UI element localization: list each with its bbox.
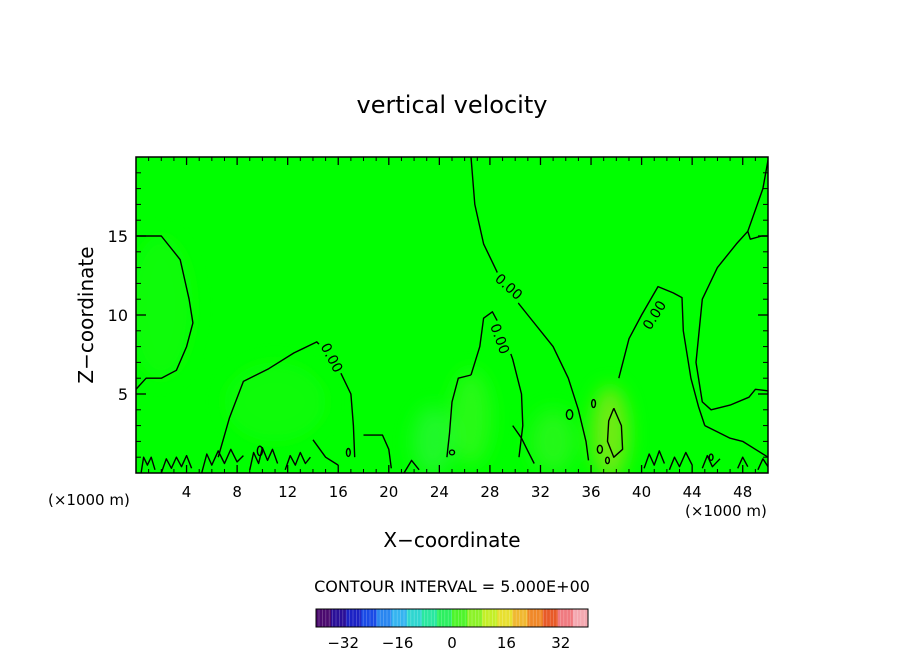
x-tick-label: 16	[329, 483, 348, 501]
colorbar-swatch	[421, 609, 438, 627]
x-tick-label: 28	[480, 483, 499, 501]
colorbar-swatch	[482, 609, 498, 627]
field-tint-2	[412, 406, 454, 473]
small-contour-6	[604, 456, 611, 465]
contour-line-14	[160, 454, 193, 473]
contour-label-bg	[316, 338, 348, 378]
x-axis-label: X−coordinate	[383, 528, 520, 552]
x-tick-label: 8	[232, 483, 242, 501]
x-axis: 4 8 12 16 20 24 28 32 36 40 44 48	[148, 157, 756, 501]
x-tick-label: 4	[182, 483, 192, 501]
contour-line-21	[701, 454, 721, 469]
colorbar-swatch	[572, 609, 589, 627]
x-tick-label: 36	[581, 483, 600, 501]
y-axis-label: Z−coordinate	[74, 246, 98, 383]
colorbar-swatch	[512, 609, 528, 627]
contour-line-9	[606, 407, 624, 458]
small-contour-2	[590, 398, 597, 409]
y-tick-label: 15	[108, 227, 128, 246]
colorbar-swatch	[557, 609, 574, 627]
colorbar-swatch	[391, 609, 408, 627]
small-contour-4	[345, 447, 351, 458]
colorbar-frame	[315, 608, 589, 628]
x-tick-label: 12	[278, 483, 297, 501]
field-tint-4	[136, 236, 193, 379]
colorbar	[315, 608, 589, 628]
colorbar-tick-label: 0	[447, 634, 457, 652]
x-unit-label-right: (×1000 m)	[685, 502, 767, 520]
contour-line-18	[403, 459, 420, 473]
x-unit-label: (×1000 m)	[48, 491, 130, 509]
field-tint-1	[450, 370, 492, 466]
contour-label-bg	[486, 319, 514, 359]
contour-line-1	[217, 341, 356, 458]
contour-line-0	[136, 235, 194, 390]
x-tick-label: 24	[430, 483, 449, 501]
small-contour-0	[565, 409, 574, 420]
field-tint-3	[530, 409, 576, 473]
contour-line-17	[284, 451, 311, 471]
colorbar-swatch	[331, 609, 347, 627]
colorbar-tick-label: −32	[327, 634, 359, 652]
contour-line-20	[668, 451, 693, 471]
contour-label-bg	[490, 268, 528, 305]
chart-title: vertical velocity	[357, 91, 548, 119]
colorbar-swatch	[376, 609, 392, 627]
x-tick-label: 32	[531, 483, 550, 501]
contour-line-19	[643, 450, 666, 469]
contour-line-2	[446, 374, 472, 458]
contour-line-4	[470, 157, 590, 461]
contour-line-10	[512, 425, 535, 464]
colorbar-swatch	[497, 609, 513, 627]
x-tick-label: 40	[632, 483, 651, 501]
colorbar-swatch	[452, 609, 468, 627]
colorbar-tick-label: −16	[382, 634, 414, 652]
contour-line-5	[618, 285, 706, 426]
contour-line-15	[201, 448, 244, 473]
y-axis: 5 10 15	[108, 172, 768, 458]
contour-line-13	[140, 456, 156, 473]
contour-line-6	[704, 424, 768, 458]
field-tint-0	[591, 386, 629, 473]
small-contour-7	[708, 453, 714, 462]
colorbar-swatch	[527, 609, 544, 627]
colorbar-tick-label: 16	[497, 634, 516, 652]
field-tint-5	[224, 362, 326, 442]
contour-line-23	[757, 458, 768, 471]
colorbar-swatch	[406, 609, 423, 627]
colorbar-swatch	[316, 609, 332, 627]
colorbar-tick-label: 32	[551, 634, 570, 652]
colorbar-swatch	[436, 609, 453, 627]
colorbar-swatch	[361, 609, 377, 627]
colorbar-swatch	[467, 609, 483, 627]
y-tick-label: 5	[118, 385, 128, 404]
colorbar-swatch	[542, 609, 559, 627]
contour-line-11	[312, 439, 339, 466]
colorbar-swatch	[346, 609, 362, 627]
small-contour-3	[448, 449, 456, 456]
colorbar-ticks: −32 −16 0 16 32	[327, 634, 570, 652]
contour-interval-label: CONTOUR INTERVAL = 5.000E+00	[314, 577, 590, 596]
contour-line-12	[363, 434, 392, 469]
y-tick-label: 10	[108, 306, 128, 325]
x-tick-label: 44	[683, 483, 702, 501]
small-contour-1	[596, 444, 604, 454]
x-tick-label: 20	[379, 483, 398, 501]
contour-line-22	[737, 456, 749, 469]
contour-label-bg	[637, 295, 671, 335]
small-contour-5	[256, 445, 264, 457]
contour-line-8	[695, 230, 768, 411]
x-tick-label: 48	[733, 483, 752, 501]
